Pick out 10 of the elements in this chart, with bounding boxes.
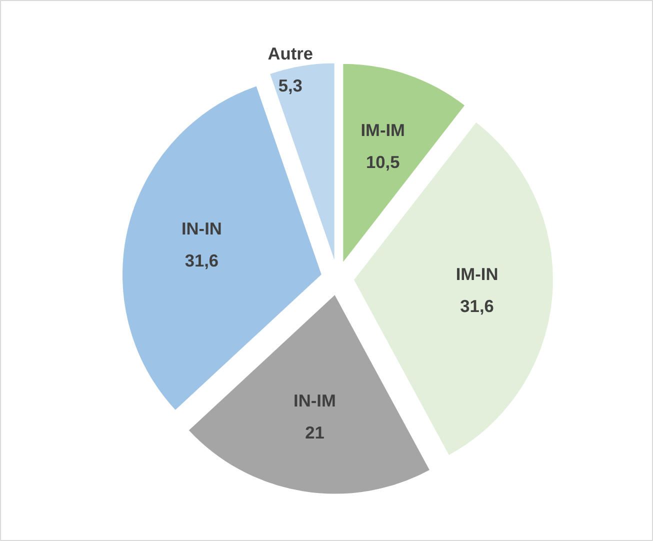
slice-label: Autre <box>268 43 314 64</box>
data-label: 31,6 <box>460 296 494 316</box>
data-label: 31,6 <box>184 250 219 271</box>
data-label: 5,3 <box>278 75 303 96</box>
slice-label: IM-IN <box>456 264 498 284</box>
data-label: 21 <box>305 422 325 443</box>
data-label: 10,5 <box>366 152 400 172</box>
slice-label: IM-IM <box>360 120 405 140</box>
slice-label: IN-IN <box>181 218 222 239</box>
slice-label: IN-IM <box>294 390 336 411</box>
